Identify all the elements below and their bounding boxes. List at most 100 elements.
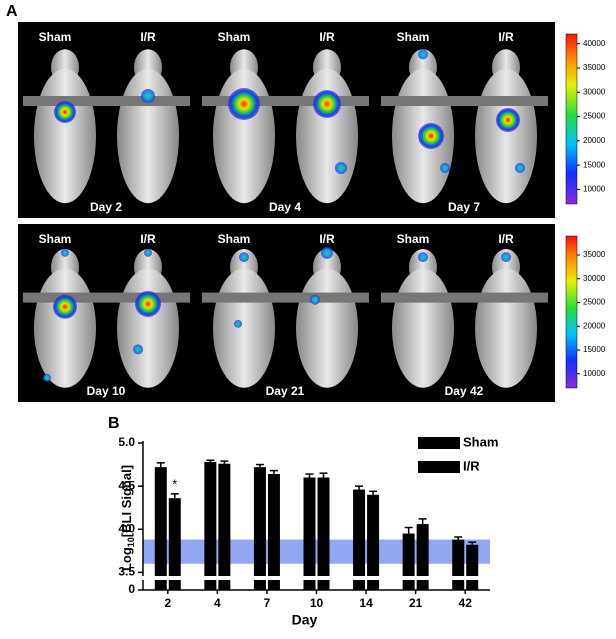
group-label: I/R (319, 30, 335, 44)
day-label: Day 4 (269, 200, 301, 214)
restraint (464, 292, 548, 303)
bar (267, 474, 280, 590)
colorbar-tick-label: 15000 (583, 345, 606, 354)
x-tick-label: 2 (164, 596, 171, 610)
bli-signal (234, 319, 242, 328)
bar (367, 494, 380, 590)
bli-signal (144, 248, 152, 257)
mouse-body (475, 68, 537, 204)
bar (416, 524, 429, 590)
y-tick-label: 4.0 (118, 521, 135, 535)
restraint (381, 96, 465, 106)
bli-signal (418, 49, 428, 60)
bli-signal (133, 344, 143, 355)
bli-signal (135, 290, 161, 317)
colorbar-tick-label: 25000 (583, 298, 606, 307)
annotation: * (172, 476, 177, 491)
x-axis-label: Day (292, 612, 318, 628)
bli-signal (496, 108, 520, 132)
legend-label: Sham (463, 434, 498, 449)
bli-signal (53, 294, 77, 319)
bli-signal (321, 246, 333, 259)
bar (353, 489, 366, 590)
group-label: I/R (319, 232, 335, 246)
legend-label: I/R (463, 458, 480, 473)
mouse-body (34, 268, 96, 388)
group-label: Sham (39, 30, 72, 44)
colorbar-tick-label: 35000 (583, 250, 606, 259)
group-label: I/R (140, 30, 156, 44)
colorbar-tick-label: 30000 (583, 87, 606, 96)
y-axis-label: Log10[BLI Signal] (119, 465, 136, 571)
group-label: Sham (39, 232, 72, 246)
group-label: Sham (218, 30, 251, 44)
colorbar-tick-label: 15000 (583, 160, 606, 169)
bli-signal (418, 252, 428, 263)
group-label: Sham (397, 30, 430, 44)
bli-signal (515, 163, 525, 173)
shaded-range (143, 539, 490, 564)
bli-signal (228, 88, 260, 120)
mouse-body (392, 268, 454, 388)
x-tick-label: 10 (310, 596, 324, 610)
group-label: I/R (498, 232, 514, 246)
colorbar-tick-label: 40000 (583, 39, 606, 48)
image-row (18, 22, 555, 218)
mouse-body (475, 268, 537, 388)
day-label: Day 7 (448, 200, 480, 214)
bli-signal (43, 373, 51, 382)
y-tick-label: 4.5 (118, 478, 135, 492)
colorbar-tick-label: 20000 (583, 321, 606, 330)
bli-signal (418, 123, 444, 149)
y-axis-label-part: Log (119, 547, 134, 571)
restraint (202, 292, 286, 303)
bli-signal (313, 90, 341, 118)
panel-label: B (108, 415, 120, 432)
mouse-body (117, 68, 179, 204)
axis-break (137, 576, 490, 580)
y-tick-label: 3.5 (118, 565, 135, 579)
bli-signal (61, 248, 69, 257)
y-tick-label: 5.0 (118, 435, 135, 449)
image-row (18, 224, 555, 402)
bar (317, 477, 330, 590)
mouse-body (296, 268, 358, 388)
bar (218, 463, 231, 590)
x-tick-label: 14 (359, 596, 373, 610)
bli-signal (141, 89, 155, 103)
restraint (285, 292, 369, 303)
bar (303, 477, 316, 590)
day-label: Day 21 (266, 384, 305, 398)
colorbar-tick-label: 35000 (583, 63, 606, 72)
colorbar-tick-label: 20000 (583, 136, 606, 145)
bar (452, 539, 465, 590)
colorbar-tick-label: 10000 (583, 185, 606, 194)
y-axis-label-part: [BLI Signal] (119, 465, 134, 537)
bar (154, 467, 167, 590)
bli-signal (501, 252, 511, 263)
day-label: Day 2 (90, 200, 122, 214)
bar (204, 461, 217, 590)
legend-swatch (418, 461, 460, 473)
y-axis-label-part: 10 (126, 537, 136, 547)
mouse-body (117, 268, 179, 388)
bar (466, 544, 479, 590)
bar (402, 533, 415, 590)
restraint (381, 292, 465, 303)
mouse-body (213, 268, 275, 388)
mouse-body (34, 68, 96, 204)
bar (168, 498, 181, 590)
bar (253, 467, 266, 590)
panel-label: A (6, 3, 18, 20)
restraint (464, 96, 548, 106)
bli-signal (335, 162, 347, 174)
group-label: I/R (498, 30, 514, 44)
group-label: Sham (218, 232, 251, 246)
colorbar-tick-label: 30000 (583, 274, 606, 283)
x-tick-label: 7 (264, 596, 271, 610)
x-tick-label: 42 (459, 596, 473, 610)
bli-signal (54, 101, 76, 123)
group-label: I/R (140, 232, 156, 246)
bli-signal (440, 163, 450, 173)
